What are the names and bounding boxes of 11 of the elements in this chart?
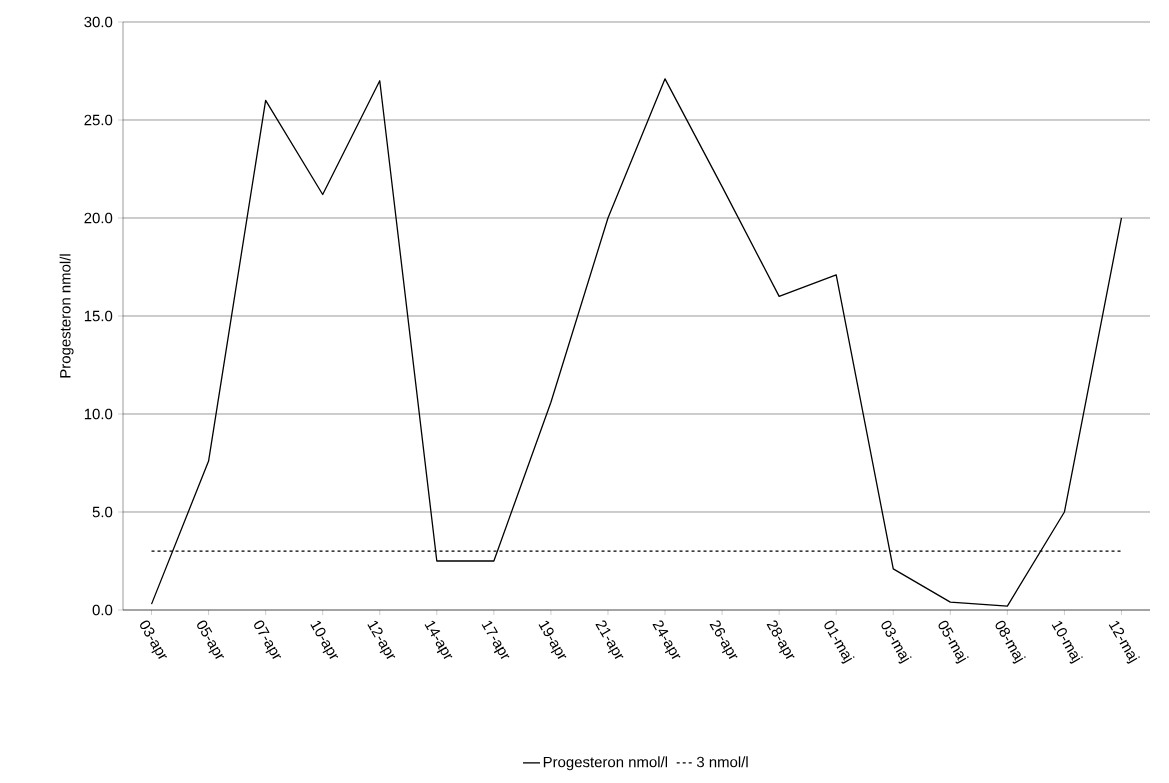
y-tick-label: 0.0 [92, 604, 113, 616]
legend-label: 3 nmol/l [696, 756, 748, 768]
y-tick-label: 10.0 [84, 408, 113, 420]
y-tick-label: 20.0 [84, 212, 113, 224]
line-series [150, 78, 1123, 607]
y-tick-label: 30.0 [84, 16, 113, 28]
y-tick-label: 25.0 [84, 114, 113, 126]
y-axis-title: Progesteron nmol/l [59, 254, 74, 378]
y-tick-label: 5.0 [92, 506, 113, 518]
y-tick-label: 15.0 [84, 310, 113, 322]
legend-label: Progesteron nmol/l [543, 756, 668, 771]
